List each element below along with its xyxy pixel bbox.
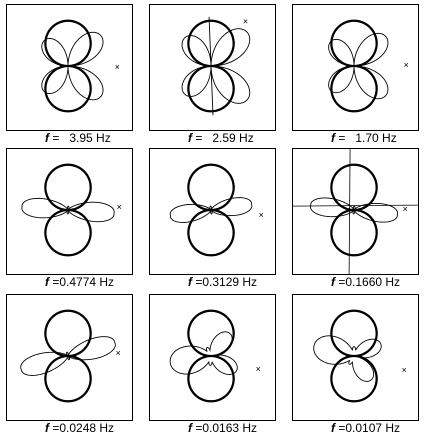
frequency-value: =0.0163 Hz [192, 421, 258, 435]
frequency-symbol: f [188, 131, 192, 145]
polar-panel-5: × [149, 148, 276, 275]
frequency-value: = 2.59 Hz [192, 131, 254, 145]
frequency-caption: f =0.0248 Hz [45, 422, 114, 434]
frequency-value: =0.3129 Hz [192, 275, 258, 289]
frequency-symbol: f [331, 275, 335, 289]
polar-panel-8: × [149, 294, 276, 421]
source-marker: × [256, 364, 261, 374]
source-marker: × [402, 365, 407, 375]
polar-panel-9: × [292, 294, 419, 421]
source-marker: × [404, 60, 409, 70]
frequency-caption: f =0.0107 Hz [331, 422, 400, 434]
crossing-line [348, 149, 351, 274]
dipole-pattern [187, 309, 235, 403]
frequency-value: =0.0248 Hz [49, 421, 115, 435]
frequency-caption: f =0.4774 Hz [45, 276, 114, 288]
dipole-pattern [44, 163, 92, 257]
polar-plot: × [41, 19, 120, 113]
dipole-pattern [330, 163, 378, 257]
source-marker: × [403, 204, 408, 214]
frequency-pattern [181, 28, 251, 104]
polar-panel-6: × [292, 148, 419, 275]
polar-panel-2: × [149, 4, 276, 131]
frequency-value: = 1.70 Hz [335, 131, 397, 145]
polar-plot: × [20, 309, 121, 403]
polar-plot: × [293, 149, 418, 274]
frequency-value: =0.4774 Hz [49, 275, 115, 289]
vertical-lobe [208, 16, 214, 116]
source-marker: × [243, 17, 248, 27]
polar-plot: × [181, 16, 251, 116]
frequency-value: = 3.95 Hz [49, 131, 111, 145]
frequency-caption: f =0.0163 Hz [188, 422, 257, 434]
frequency-symbol: f [331, 131, 335, 145]
frequency-pattern [41, 31, 104, 101]
polar-plot: × [313, 309, 407, 403]
dipole-pattern [44, 309, 92, 403]
frequency-symbol: f [188, 421, 192, 435]
frequency-pattern [313, 335, 382, 382]
frequency-caption: f = 1.70 Hz [331, 132, 397, 144]
source-marker: × [115, 62, 120, 72]
frequency-caption: f =0.1660 Hz [331, 276, 400, 288]
polar-plot: × [328, 19, 409, 113]
frequency-caption: f = 2.59 Hz [188, 132, 254, 144]
polar-panel-3: × [292, 4, 419, 131]
source-marker: × [117, 202, 122, 212]
polar-panel-1: × [6, 4, 133, 131]
polar-panel-4: × [6, 148, 133, 275]
frequency-caption: f =0.3129 Hz [188, 276, 257, 288]
frequency-value: =0.0107 Hz [335, 421, 401, 435]
frequency-pattern [328, 32, 389, 100]
frequency-value: =0.1660 Hz [335, 275, 401, 289]
polar-plot: × [169, 163, 264, 257]
polar-plot: × [21, 163, 122, 257]
dipole-pattern [187, 163, 235, 257]
frequency-pattern [310, 197, 399, 223]
frequency-symbol: f [45, 421, 49, 435]
polar-plot: × [169, 309, 261, 403]
frequency-symbol: f [331, 421, 335, 435]
frequency-pattern [21, 197, 115, 223]
source-marker: × [116, 348, 121, 358]
dipole-pattern [330, 309, 378, 403]
frequency-caption: f = 3.95 Hz [45, 132, 111, 144]
polar-panel-7: × [6, 294, 133, 421]
frequency-pattern [169, 331, 238, 375]
source-marker: × [259, 210, 264, 220]
crossing-line [293, 204, 418, 207]
frequency-symbol: f [188, 275, 192, 289]
frequency-symbol: f [45, 131, 49, 145]
frequency-pattern [20, 336, 116, 376]
frequency-symbol: f [45, 275, 49, 289]
